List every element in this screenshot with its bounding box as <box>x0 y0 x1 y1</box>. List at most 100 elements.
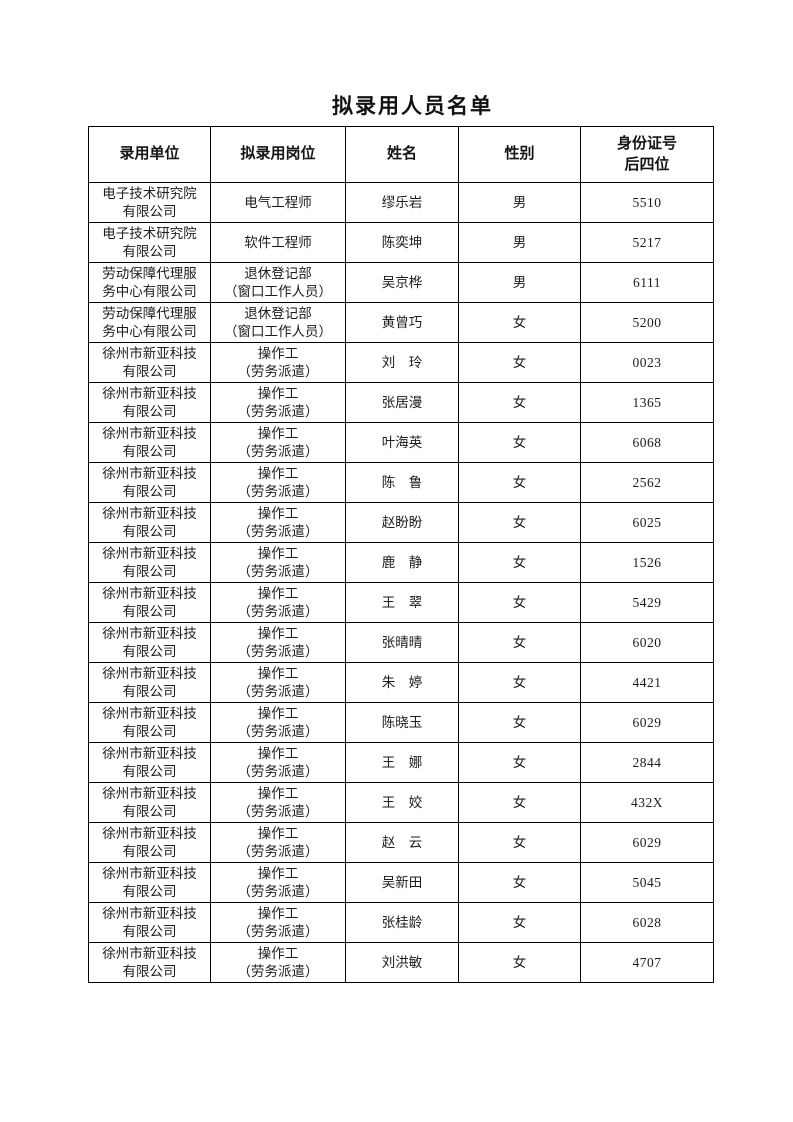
cell-unit: 徐州市新亚科技 有限公司 <box>88 822 211 863</box>
cell-name: 王 翠 <box>345 582 459 623</box>
cell-name: 赵盼盼 <box>345 502 459 543</box>
cell-name: 陈晓玉 <box>345 702 459 743</box>
cell-name: 叶海英 <box>345 422 459 463</box>
table-row: 电子技术研究院 有限公司 软件工程师 陈奕坤男 5217 <box>88 222 714 263</box>
cell-name: 张居漫 <box>345 382 459 423</box>
cell-gender: 女 <box>458 742 581 783</box>
cell-id4: 6020 <box>580 622 714 663</box>
cell-id4: 6028 <box>580 902 714 943</box>
cell-gender: 女 <box>458 342 581 383</box>
table-body: 电子技术研究院 有限公司 电气工程师 缪乐岩男 5510 电子技术研究院 有限公司 软件工… <box>88 182 714 983</box>
cell-gender: 男 <box>458 182 581 223</box>
cell-name: 缪乐岩 <box>345 182 459 223</box>
table-row: 徐州市新亚科技 有限公司 操作工 （劳务派遣） 赵盼盼女 6025 <box>88 502 714 543</box>
cell-gender: 女 <box>458 382 581 423</box>
cell-gender: 女 <box>458 502 581 543</box>
cell-gender: 女 <box>458 622 581 663</box>
cell-name: 黄曾巧 <box>345 302 459 343</box>
table-row: 徐州市新亚科技 有限公司 操作工 （劳务派遣）王 姣女 432X <box>88 782 714 823</box>
cell-id4: 2562 <box>580 462 714 503</box>
header-position: 拟录用岗位 <box>210 126 346 183</box>
cell-name: 刘洪敏 <box>345 942 459 983</box>
table-row: 徐州市新亚科技 有限公司 操作工 （劳务派遣） 吴新田女 5045 <box>88 862 714 903</box>
cell-unit: 徐州市新亚科技 有限公司 <box>88 462 211 503</box>
cell-id4: 4421 <box>580 662 714 703</box>
header-name: 姓名 <box>345 126 459 183</box>
table-row: 徐州市新亚科技 有限公司 操作工 （劳务派遣）朱 婷女 4421 <box>88 662 714 703</box>
cell-name: 吴新田 <box>345 862 459 903</box>
cell-unit: 徐州市新亚科技 有限公司 <box>88 582 211 623</box>
header-gender: 性别 <box>458 126 581 183</box>
cell-name: 张晴晴 <box>345 622 459 663</box>
table-row: 劳动保障代理服 务中心有限公司 退休登记部 （窗口工作人员） 吴京桦男 6111 <box>88 262 714 303</box>
cell-unit: 徐州市新亚科技 有限公司 <box>88 942 211 983</box>
cell-name: 王 姣 <box>345 782 459 823</box>
cell-position: 操作工 （劳务派遣） <box>210 622 346 663</box>
cell-position: 操作工 （劳务派遣） <box>210 382 346 423</box>
cell-position: 操作工 （劳务派遣） <box>210 582 346 623</box>
cell-id4: 6068 <box>580 422 714 463</box>
cell-name: 朱 婷 <box>345 662 459 703</box>
roster-table: 录用单位 拟录用岗位 姓名 性别 身份证号 后四位 电子技术研究院 有限公司 电气… <box>88 126 714 983</box>
cell-id4: 1365 <box>580 382 714 423</box>
table-row: 电子技术研究院 有限公司 电气工程师 缪乐岩男 5510 <box>88 182 714 223</box>
table-row: 徐州市新亚科技 有限公司 操作工 （劳务派遣） 刘洪敏女 4707 <box>88 942 714 983</box>
table-row: 徐州市新亚科技 有限公司 操作工 （劳务派遣）刘 玲女 0023 <box>88 342 714 383</box>
table-row: 徐州市新亚科技 有限公司 操作工 （劳务派遣） 张居漫女 1365 <box>88 382 714 423</box>
cell-gender: 女 <box>458 422 581 463</box>
cell-gender: 女 <box>458 302 581 343</box>
cell-name: 张桂龄 <box>345 902 459 943</box>
cell-id4: 432X <box>580 782 714 823</box>
table-row: 徐州市新亚科技 有限公司 操作工 （劳务派遣）王 翠女 5429 <box>88 582 714 623</box>
cell-gender: 女 <box>458 782 581 823</box>
table-row: 徐州市新亚科技 有限公司 操作工 （劳务派遣） 陈晓玉女 6029 <box>88 702 714 743</box>
cell-position: 操作工 （劳务派遣） <box>210 822 346 863</box>
cell-unit: 徐州市新亚科技 有限公司 <box>88 702 211 743</box>
table-header-row: 录用单位 拟录用岗位 姓名 性别 身份证号 后四位 <box>88 126 714 183</box>
table-row: 劳动保障代理服 务中心有限公司 退休登记部 （窗口工作人员） 黄曾巧女 5200 <box>88 302 714 343</box>
cell-unit: 徐州市新亚科技 有限公司 <box>88 622 211 663</box>
cell-position: 操作工 （劳务派遣） <box>210 702 346 743</box>
cell-unit: 徐州市新亚科技 有限公司 <box>88 862 211 903</box>
cell-position: 电气工程师 <box>210 182 346 223</box>
table-row: 徐州市新亚科技 有限公司 操作工 （劳务派遣） 张桂龄女 6028 <box>88 902 714 943</box>
cell-id4: 5200 <box>580 302 714 343</box>
cell-gender: 男 <box>458 222 581 263</box>
cell-position: 操作工 （劳务派遣） <box>210 502 346 543</box>
table-row: 徐州市新亚科技 有限公司 操作工 （劳务派遣） 叶海英女 6068 <box>88 422 714 463</box>
cell-id4: 6025 <box>580 502 714 543</box>
cell-gender: 女 <box>458 822 581 863</box>
cell-unit: 徐州市新亚科技 有限公司 <box>88 502 211 543</box>
cell-gender: 女 <box>458 702 581 743</box>
cell-unit: 电子技术研究院 有限公司 <box>88 182 211 223</box>
cell-id4: 5510 <box>580 182 714 223</box>
cell-position: 操作工 （劳务派遣） <box>210 462 346 503</box>
cell-id4: 4707 <box>580 942 714 983</box>
cell-unit: 徐州市新亚科技 有限公司 <box>88 902 211 943</box>
table-row: 徐州市新亚科技 有限公司 操作工 （劳务派遣）鹿 静女 1526 <box>88 542 714 583</box>
cell-unit: 徐州市新亚科技 有限公司 <box>88 662 211 703</box>
cell-gender: 女 <box>458 582 581 623</box>
cell-name: 鹿 静 <box>345 542 459 583</box>
table-row: 徐州市新亚科技 有限公司 操作工 （劳务派遣）赵 云女 6029 <box>88 822 714 863</box>
header-id-last4: 身份证号 后四位 <box>580 126 714 183</box>
cell-unit: 徐州市新亚科技 有限公司 <box>88 342 211 383</box>
cell-id4: 6111 <box>580 262 714 303</box>
cell-gender: 女 <box>458 942 581 983</box>
cell-unit: 徐州市新亚科技 有限公司 <box>88 742 211 783</box>
table-row: 徐州市新亚科技 有限公司 操作工 （劳务派遣）王 娜女 2844 <box>88 742 714 783</box>
cell-unit: 徐州市新亚科技 有限公司 <box>88 542 211 583</box>
table-row: 徐州市新亚科技 有限公司 操作工 （劳务派遣）陈 鲁女 2562 <box>88 462 714 503</box>
cell-position: 操作工 （劳务派遣） <box>210 542 346 583</box>
cell-id4: 5429 <box>580 582 714 623</box>
cell-gender: 女 <box>458 862 581 903</box>
cell-name: 王 娜 <box>345 742 459 783</box>
header-hiring-unit: 录用单位 <box>88 126 211 183</box>
cell-name: 刘 玲 <box>345 342 459 383</box>
table-row: 徐州市新亚科技 有限公司 操作工 （劳务派遣） 张晴晴女 6020 <box>88 622 714 663</box>
cell-id4: 5045 <box>580 862 714 903</box>
cell-id4: 6029 <box>580 822 714 863</box>
cell-name: 赵 云 <box>345 822 459 863</box>
cell-unit: 徐州市新亚科技 有限公司 <box>88 782 211 823</box>
cell-position: 操作工 （劳务派遣） <box>210 902 346 943</box>
